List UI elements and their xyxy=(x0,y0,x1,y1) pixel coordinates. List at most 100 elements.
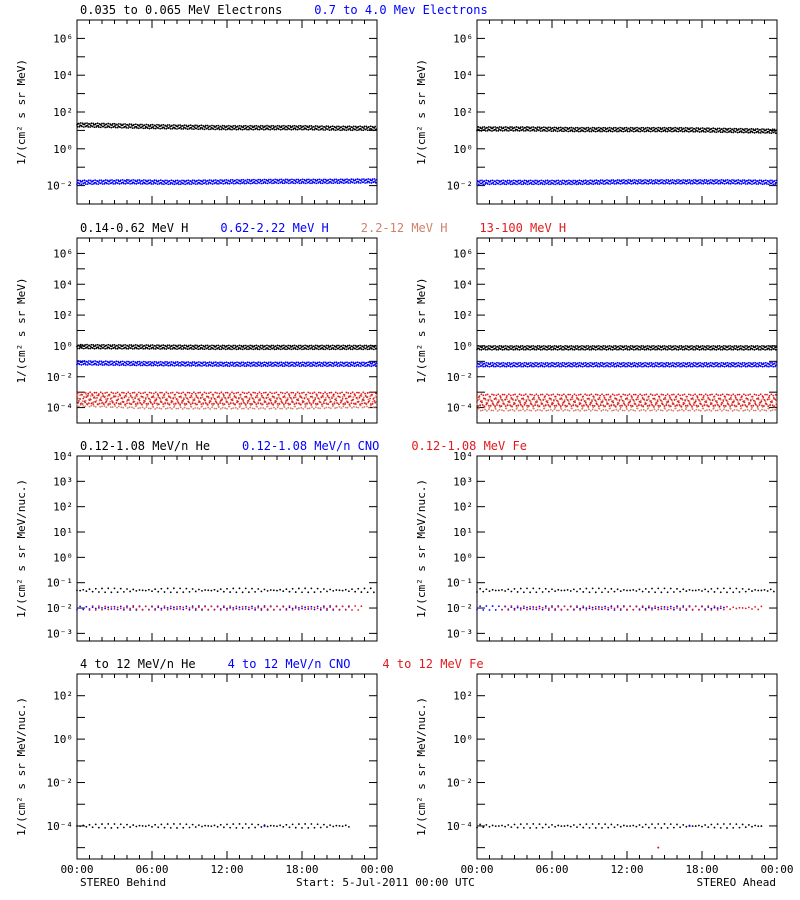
y-axis-title: 1/(cm² s sr MeV) xyxy=(415,59,428,165)
data-point xyxy=(350,361,353,364)
data-point xyxy=(224,128,227,131)
data-point xyxy=(204,402,207,404)
data-point xyxy=(549,180,552,182)
data-point xyxy=(526,365,529,368)
data-point xyxy=(124,403,127,406)
data-point xyxy=(88,405,91,408)
data-point xyxy=(329,178,332,181)
data-point xyxy=(595,361,598,364)
data-point xyxy=(332,393,335,396)
data-point xyxy=(276,124,279,127)
data-point xyxy=(143,344,146,347)
data-point xyxy=(756,180,759,182)
data-point xyxy=(313,348,316,351)
data-point xyxy=(764,132,767,134)
data-point xyxy=(98,179,101,182)
data-point xyxy=(139,181,142,183)
data-point xyxy=(152,181,155,184)
data-point xyxy=(544,348,547,351)
data-point xyxy=(502,345,505,348)
data-point xyxy=(189,396,192,399)
data-point xyxy=(198,407,201,410)
data-point xyxy=(136,401,139,404)
data-point xyxy=(524,365,527,368)
data-point xyxy=(119,347,122,350)
data-point xyxy=(741,179,744,182)
data-point xyxy=(184,394,187,397)
legend-entry: 13-100 MeV H xyxy=(479,221,566,235)
data-point xyxy=(530,181,533,184)
data-point xyxy=(196,179,198,182)
data-point xyxy=(499,129,502,132)
data-point xyxy=(308,407,311,410)
data-point xyxy=(91,394,94,397)
data-point xyxy=(76,392,79,395)
data-point xyxy=(768,181,771,184)
data-point xyxy=(100,360,103,363)
data-point xyxy=(286,126,289,129)
data-point xyxy=(153,400,156,403)
data-point xyxy=(79,122,82,124)
data-point xyxy=(131,406,133,409)
data-point xyxy=(149,360,152,363)
data-point xyxy=(166,179,168,182)
data-point xyxy=(544,129,547,132)
data-point xyxy=(572,361,575,364)
data-point xyxy=(592,130,595,133)
data-point xyxy=(259,361,262,364)
data-point xyxy=(243,392,246,395)
data-point xyxy=(612,361,615,364)
data-point xyxy=(337,125,340,128)
data-point xyxy=(259,124,262,127)
data-point xyxy=(569,365,572,368)
data-point xyxy=(341,391,343,394)
data-point xyxy=(244,127,247,130)
data-point xyxy=(576,348,578,350)
data-point xyxy=(151,396,153,399)
data-point xyxy=(187,344,190,347)
data-point xyxy=(191,348,193,350)
data-point xyxy=(294,394,297,397)
data-point xyxy=(609,183,612,185)
data-point xyxy=(200,124,203,127)
data-point xyxy=(277,396,280,398)
data-point xyxy=(332,395,335,398)
data-point xyxy=(547,126,550,129)
data-point xyxy=(339,348,342,351)
data-point xyxy=(666,365,669,367)
data-point xyxy=(579,183,582,185)
data-point xyxy=(77,122,80,125)
data-point xyxy=(175,398,178,400)
data-point xyxy=(241,348,244,351)
data-point xyxy=(181,179,183,182)
data-point xyxy=(507,365,510,367)
data-point xyxy=(494,126,497,128)
data-point xyxy=(239,182,242,185)
legend-entry: 4 to 12 MeV/n CNO xyxy=(228,657,351,671)
data-point xyxy=(596,181,598,184)
data-point xyxy=(634,182,637,185)
data-point xyxy=(332,180,335,182)
data-point xyxy=(145,123,148,126)
data-point xyxy=(136,127,138,129)
data-point xyxy=(769,129,772,132)
data-point xyxy=(199,397,202,400)
data-point xyxy=(201,183,203,185)
data-point xyxy=(729,129,732,132)
data-point xyxy=(142,401,145,404)
data-point xyxy=(251,179,253,181)
data-point xyxy=(584,361,587,364)
data-point xyxy=(137,127,140,130)
y-tick-label: 10⁶ xyxy=(53,32,73,45)
data-point xyxy=(492,365,495,368)
data-point xyxy=(224,396,227,399)
data-point xyxy=(217,126,220,129)
data-point xyxy=(193,399,196,401)
data-point xyxy=(625,126,628,129)
data-point xyxy=(211,183,214,185)
data-point xyxy=(183,402,186,405)
data-point xyxy=(269,126,272,129)
data-point xyxy=(362,346,365,349)
data-point xyxy=(520,183,523,186)
